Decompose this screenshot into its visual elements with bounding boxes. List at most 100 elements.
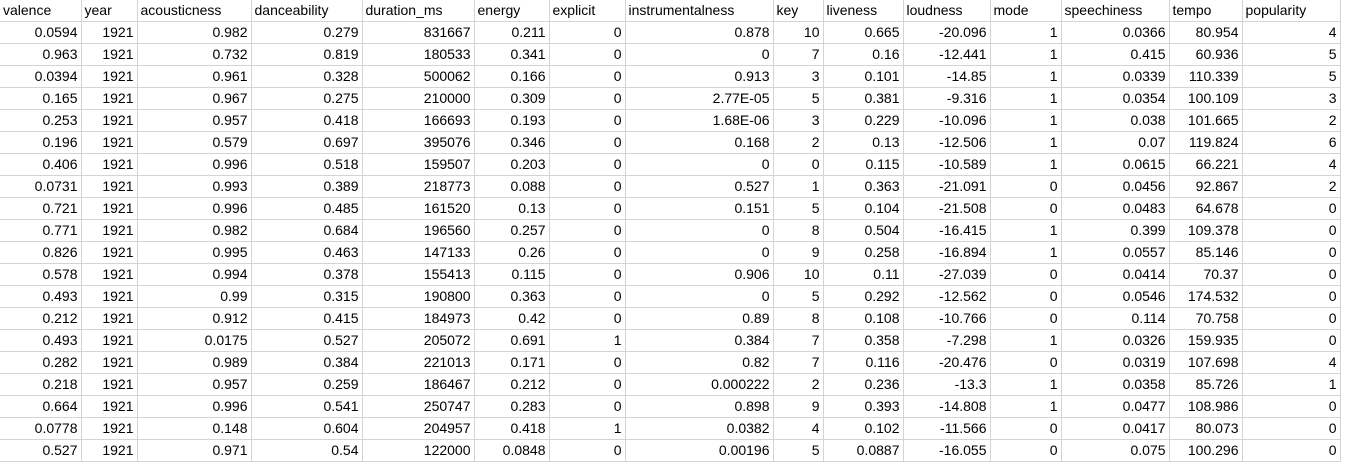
cell-danceability[interactable]: 0.485 bbox=[251, 197, 363, 220]
cell-danceability[interactable]: 0.328 bbox=[251, 65, 363, 88]
cell-mode[interactable]: 1 bbox=[990, 241, 1062, 264]
cell-liveness[interactable]: 0.258 bbox=[823, 241, 904, 264]
cell-mode[interactable]: 1 bbox=[990, 373, 1062, 396]
cell-valence[interactable]: 0.0731 bbox=[0, 175, 82, 198]
cell-energy[interactable]: 0.309 bbox=[474, 87, 550, 110]
cell-explicit[interactable]: 0 bbox=[549, 263, 626, 286]
cell-valence[interactable]: 0.406 bbox=[0, 153, 82, 176]
cell-mode[interactable]: 0 bbox=[990, 285, 1062, 308]
column-header-year[interactable]: year bbox=[81, 0, 138, 22]
cell-key[interactable]: 2 bbox=[773, 373, 824, 396]
cell-acousticness[interactable]: 0.982 bbox=[137, 21, 252, 44]
cell-instrumentalness[interactable]: 0.89 bbox=[625, 307, 774, 330]
cell-danceability[interactable]: 0.275 bbox=[251, 87, 363, 110]
cell-speechiness[interactable]: 0.399 bbox=[1061, 219, 1170, 242]
cell-popularity[interactable]: 5 bbox=[1242, 43, 1341, 66]
column-header-danceability[interactable]: danceability bbox=[251, 0, 363, 22]
cell-tempo[interactable]: 108.986 bbox=[1169, 395, 1243, 418]
cell-year[interactable]: 1921 bbox=[81, 21, 138, 44]
cell-year[interactable]: 1921 bbox=[81, 285, 138, 308]
cell-key[interactable]: 7 bbox=[773, 43, 824, 66]
cell-year[interactable]: 1921 bbox=[81, 351, 138, 374]
cell-energy[interactable]: 0.418 bbox=[474, 417, 550, 440]
cell-mode[interactable]: 0 bbox=[990, 439, 1062, 462]
cell-energy[interactable]: 0.166 bbox=[474, 65, 550, 88]
cell-key[interactable]: 3 bbox=[773, 65, 824, 88]
cell-mode[interactable]: 0 bbox=[990, 263, 1062, 286]
cell-valence[interactable]: 0.0594 bbox=[0, 21, 82, 44]
cell-explicit[interactable]: 0 bbox=[549, 43, 626, 66]
cell-acousticness[interactable]: 0.995 bbox=[137, 241, 252, 264]
cell-valence[interactable]: 0.218 bbox=[0, 373, 82, 396]
cell-instrumentalness[interactable]: 0.000222 bbox=[625, 373, 774, 396]
cell-liveness[interactable]: 0.393 bbox=[823, 395, 904, 418]
cell-speechiness[interactable]: 0.0557 bbox=[1061, 241, 1170, 264]
cell-duration_ms[interactable]: 155413 bbox=[362, 263, 475, 286]
cell-popularity[interactable]: 4 bbox=[1242, 21, 1341, 44]
cell-popularity[interactable]: 0 bbox=[1242, 197, 1341, 220]
cell-duration_ms[interactable]: 190800 bbox=[362, 285, 475, 308]
cell-liveness[interactable]: 0.0887 bbox=[823, 439, 904, 462]
cell-instrumentalness[interactable]: 0.168 bbox=[625, 131, 774, 154]
cell-danceability[interactable]: 0.697 bbox=[251, 131, 363, 154]
cell-danceability[interactable]: 0.389 bbox=[251, 175, 363, 198]
cell-acousticness[interactable]: 0.961 bbox=[137, 65, 252, 88]
cell-valence[interactable]: 0.196 bbox=[0, 131, 82, 154]
cell-popularity[interactable]: 0 bbox=[1242, 417, 1341, 440]
cell-loudness[interactable]: -21.508 bbox=[903, 197, 991, 220]
cell-mode[interactable]: 0 bbox=[990, 307, 1062, 330]
cell-instrumentalness[interactable]: 0.151 bbox=[625, 197, 774, 220]
cell-liveness[interactable]: 0.115 bbox=[823, 153, 904, 176]
cell-tempo[interactable]: 100.109 bbox=[1169, 87, 1243, 110]
cell-key[interactable]: 9 bbox=[773, 395, 824, 418]
cell-loudness[interactable]: -21.091 bbox=[903, 175, 991, 198]
cell-key[interactable]: 8 bbox=[773, 307, 824, 330]
column-header-energy[interactable]: energy bbox=[474, 0, 550, 22]
cell-mode[interactable]: 1 bbox=[990, 153, 1062, 176]
cell-acousticness[interactable]: 0.957 bbox=[137, 109, 252, 132]
cell-loudness[interactable]: -12.441 bbox=[903, 43, 991, 66]
cell-duration_ms[interactable]: 186467 bbox=[362, 373, 475, 396]
cell-year[interactable]: 1921 bbox=[81, 109, 138, 132]
cell-mode[interactable]: 1 bbox=[990, 395, 1062, 418]
cell-explicit[interactable]: 0 bbox=[549, 65, 626, 88]
cell-speechiness[interactable]: 0.0546 bbox=[1061, 285, 1170, 308]
cell-valence[interactable]: 0.578 bbox=[0, 263, 82, 286]
cell-valence[interactable]: 0.282 bbox=[0, 351, 82, 374]
cell-energy[interactable]: 0.212 bbox=[474, 373, 550, 396]
cell-instrumentalness[interactable]: 2.77E-05 bbox=[625, 87, 774, 110]
cell-liveness[interactable]: 0.13 bbox=[823, 131, 904, 154]
cell-mode[interactable]: 1 bbox=[990, 109, 1062, 132]
column-header-duration_ms[interactable]: duration_ms bbox=[362, 0, 475, 22]
cell-liveness[interactable]: 0.381 bbox=[823, 87, 904, 110]
cell-duration_ms[interactable]: 831667 bbox=[362, 21, 475, 44]
cell-year[interactable]: 1921 bbox=[81, 43, 138, 66]
cell-liveness[interactable]: 0.101 bbox=[823, 65, 904, 88]
cell-explicit[interactable]: 0 bbox=[549, 395, 626, 418]
column-header-instrumentalness[interactable]: instrumentalness bbox=[625, 0, 774, 22]
cell-popularity[interactable]: 4 bbox=[1242, 153, 1341, 176]
cell-explicit[interactable]: 0 bbox=[549, 87, 626, 110]
cell-valence[interactable]: 0.826 bbox=[0, 241, 82, 264]
cell-explicit[interactable]: 1 bbox=[549, 329, 626, 352]
cell-instrumentalness[interactable]: 0 bbox=[625, 43, 774, 66]
cell-key[interactable]: 10 bbox=[773, 263, 824, 286]
cell-mode[interactable]: 1 bbox=[990, 219, 1062, 242]
cell-energy[interactable]: 0.691 bbox=[474, 329, 550, 352]
cell-duration_ms[interactable]: 205072 bbox=[362, 329, 475, 352]
cell-popularity[interactable]: 2 bbox=[1242, 175, 1341, 198]
cell-explicit[interactable]: 0 bbox=[549, 351, 626, 374]
cell-danceability[interactable]: 0.541 bbox=[251, 395, 363, 418]
cell-instrumentalness[interactable]: 0.82 bbox=[625, 351, 774, 374]
cell-danceability[interactable]: 0.279 bbox=[251, 21, 363, 44]
cell-explicit[interactable]: 0 bbox=[549, 439, 626, 462]
cell-year[interactable]: 1921 bbox=[81, 329, 138, 352]
cell-acousticness[interactable]: 0.579 bbox=[137, 131, 252, 154]
column-header-liveness[interactable]: liveness bbox=[823, 0, 904, 22]
column-header-tempo[interactable]: tempo bbox=[1169, 0, 1243, 22]
cell-valence[interactable]: 0.963 bbox=[0, 43, 82, 66]
cell-year[interactable]: 1921 bbox=[81, 307, 138, 330]
cell-key[interactable]: 5 bbox=[773, 439, 824, 462]
cell-key[interactable]: 5 bbox=[773, 87, 824, 110]
cell-loudness[interactable]: -12.506 bbox=[903, 131, 991, 154]
